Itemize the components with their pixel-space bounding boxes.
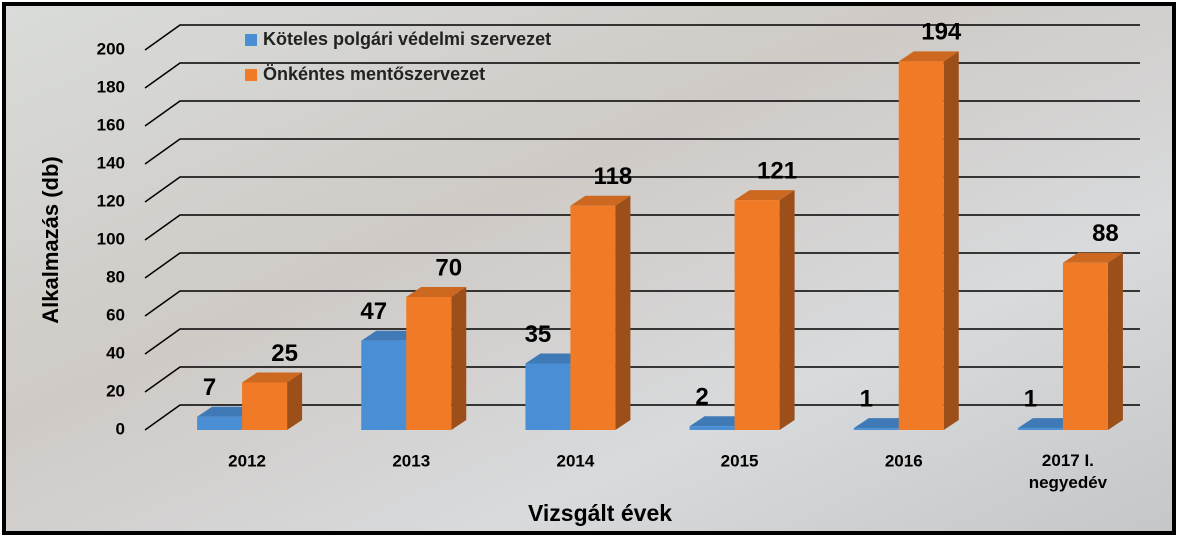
data-label: 88 bbox=[1092, 220, 1119, 247]
legend-swatch bbox=[245, 34, 257, 46]
y-tick-label: 140 bbox=[97, 153, 125, 172]
bar-front bbox=[525, 363, 571, 430]
bar-top bbox=[1062, 252, 1123, 263]
grid-line bbox=[144, 328, 1140, 355]
bar-side bbox=[779, 190, 795, 430]
y-tick-label: 160 bbox=[97, 115, 125, 134]
data-label: 2 bbox=[695, 384, 708, 411]
data-label: 25 bbox=[271, 340, 298, 367]
data-label: 118 bbox=[594, 163, 633, 190]
bar bbox=[570, 195, 631, 430]
bar-front bbox=[242, 382, 288, 430]
data-label: 35 bbox=[525, 321, 552, 348]
data-label: 70 bbox=[435, 254, 462, 281]
x-tick-label: 2017 I. negyedév bbox=[1029, 451, 1108, 492]
y-tick-label: 60 bbox=[106, 305, 125, 324]
y-tick-label: 20 bbox=[106, 381, 125, 400]
y-tick-label: 0 bbox=[116, 419, 125, 438]
bar-top bbox=[570, 195, 631, 206]
x-tick-label: 2013 bbox=[392, 451, 430, 470]
grid-line bbox=[144, 290, 1140, 317]
bar-top bbox=[406, 287, 467, 297]
bar bbox=[406, 287, 467, 430]
y-tick-label: 80 bbox=[106, 267, 125, 286]
bar-side bbox=[451, 287, 467, 430]
data-label: 47 bbox=[360, 298, 387, 325]
bar bbox=[734, 190, 795, 430]
bar-top bbox=[734, 190, 795, 201]
bar-top bbox=[242, 372, 303, 383]
data-label: 1 bbox=[1024, 385, 1037, 412]
bar-side bbox=[615, 195, 631, 430]
x-tick-label: 2012 bbox=[228, 451, 266, 470]
bar-front bbox=[570, 205, 616, 430]
bar-front bbox=[197, 416, 243, 430]
x-tick-label: 2016 bbox=[885, 451, 923, 470]
bar-side bbox=[943, 51, 959, 431]
bar-side bbox=[1107, 252, 1123, 430]
y-tick-label: 200 bbox=[97, 39, 125, 58]
bar bbox=[898, 51, 959, 431]
x-tick-label: 2015 bbox=[721, 451, 759, 470]
grid-line bbox=[144, 176, 1140, 203]
grid-line bbox=[144, 138, 1140, 165]
bar-front bbox=[689, 426, 735, 430]
grid-line bbox=[144, 252, 1140, 279]
grid-line bbox=[144, 100, 1140, 127]
y-tick-label: 120 bbox=[97, 191, 125, 210]
grid-line bbox=[144, 24, 1140, 51]
grid-line bbox=[144, 62, 1140, 89]
data-label: 7 bbox=[203, 374, 216, 401]
bar-top bbox=[898, 51, 959, 62]
bar bbox=[242, 372, 303, 430]
bar-front bbox=[406, 297, 452, 430]
y-axis-label: Alkalmazás (db) bbox=[38, 156, 63, 324]
grid-line bbox=[144, 214, 1140, 241]
x-tick-line: negyedév bbox=[1029, 473, 1108, 492]
grid-line bbox=[144, 404, 1140, 431]
legend-label: Köteles polgári védelmi szervezet bbox=[263, 29, 551, 49]
bar-front bbox=[1062, 262, 1108, 430]
y-tick-label: 100 bbox=[97, 229, 125, 248]
bar-side bbox=[287, 372, 303, 430]
y-tick-label: 40 bbox=[106, 343, 125, 362]
bar-front bbox=[898, 61, 944, 431]
bar-front bbox=[853, 428, 899, 430]
data-label: 194 bbox=[921, 19, 962, 46]
legend-swatch bbox=[245, 69, 257, 81]
bar bbox=[1062, 252, 1123, 430]
x-tick-line: 2017 I. bbox=[1042, 451, 1094, 470]
legend-label: Önkéntes mentőszervezet bbox=[263, 64, 485, 84]
data-label: 1 bbox=[860, 385, 873, 412]
bar-front bbox=[734, 200, 780, 430]
bar-front bbox=[361, 340, 407, 430]
y-tick-label: 180 bbox=[97, 77, 125, 96]
grid-line bbox=[144, 366, 1140, 393]
x-tick-label: 2014 bbox=[557, 451, 595, 470]
data-label: 121 bbox=[757, 157, 797, 184]
x-axis-label: Vizsgált évek bbox=[528, 500, 672, 526]
bar-front bbox=[1017, 428, 1063, 430]
